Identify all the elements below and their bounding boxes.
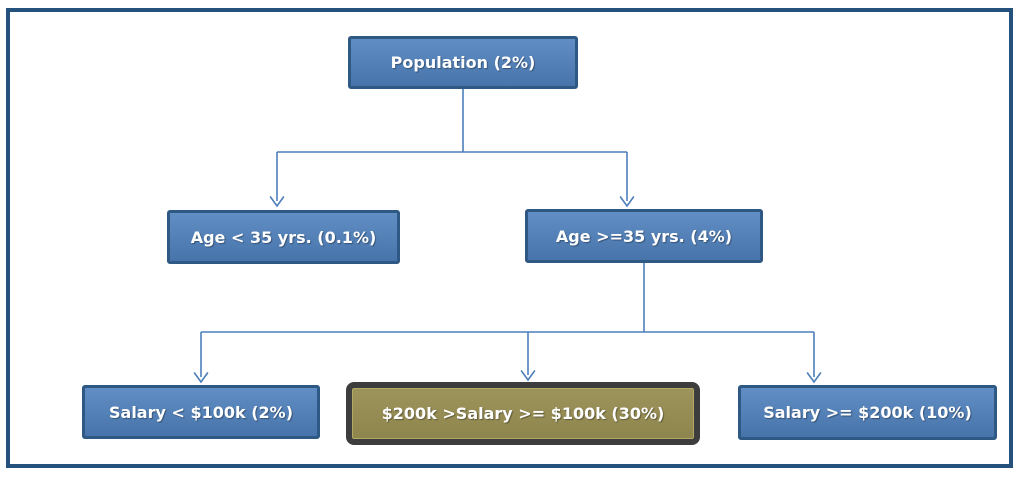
node-label: Age < 35 yrs. (0.1%) (190, 227, 377, 247)
node-salary-under-100k: Salary < $100k (2%) (82, 385, 320, 439)
node-label: Age >=35 yrs. (4%) (555, 226, 733, 246)
node-age-35-plus: Age >=35 yrs. (4%) (525, 209, 763, 263)
node-salary-100k-to-200k-highlighted: $200k >Salary >= $100k (30%) (346, 382, 700, 445)
node-salary-200k-plus: Salary >= $200k (10%) (738, 385, 997, 440)
outer-border-frame (6, 8, 1013, 468)
node-label: $200k >Salary >= $100k (30%) (381, 404, 665, 423)
node-label: Salary < $100k (2%) (109, 402, 293, 422)
node-label: Population (2%) (390, 53, 536, 72)
node-label: Salary >= $200k (10%) (763, 403, 972, 422)
node-age-under-35: Age < 35 yrs. (0.1%) (167, 210, 400, 264)
node-population: Population (2%) (348, 36, 578, 89)
